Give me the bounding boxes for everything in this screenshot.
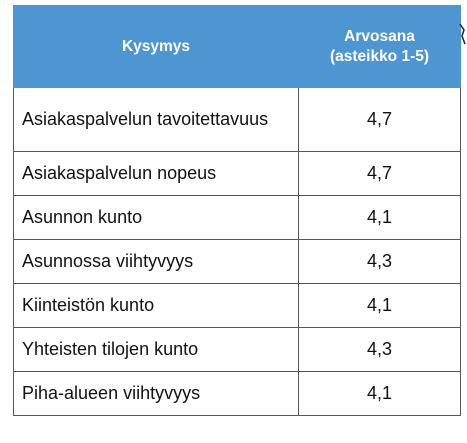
table-row: Piha-alueen viihtyvyys 4,1	[13, 371, 461, 416]
question-cell: Yhteisten tilojen kunto	[13, 327, 299, 372]
question-cell: Piha-alueen viihtyvyys	[13, 371, 299, 416]
table-row: Asunnon kunto 4,1	[13, 195, 461, 240]
rating-cell: 4,7	[298, 151, 461, 196]
rating-cell: 4,1	[298, 195, 461, 240]
question-cell: Asiakaspalvelun nopeus	[13, 151, 299, 196]
question-cell: Asunnon kunto	[13, 195, 299, 240]
table-row: Yhteisten tilojen kunto 4,3	[13, 327, 461, 372]
header-rating-scale: (asteikko 1-5)	[329, 47, 430, 65]
question-cell: Kiinteistön kunto	[13, 283, 299, 328]
rating-cell: 4,1	[298, 371, 461, 416]
rating-cell: 4,3	[298, 239, 461, 284]
table-row: Asunnossa viihtyvyys 4,3	[13, 239, 461, 284]
header-rating: Arvosana (asteikko 1-5)	[298, 5, 461, 88]
rating-table: Kysymys Arvosana (asteikko 1-5) Asiakasp…	[13, 5, 461, 416]
rating-cell: 4,3	[298, 327, 461, 372]
rating-cell: 4,1	[298, 283, 461, 328]
question-cell: Asiakaspalvelun tavoitettavuus	[13, 87, 299, 152]
edge-decoration	[459, 23, 466, 45]
table-row: Asiakaspalvelun nopeus 4,7	[13, 151, 461, 196]
header-rating-title: Arvosana	[344, 27, 415, 45]
table-row: Asiakaspalvelun tavoitettavuus 4,7	[13, 87, 461, 152]
table-row: Kiinteistön kunto 4,1	[13, 283, 461, 328]
table-header-row: Kysymys Arvosana (asteikko 1-5)	[13, 5, 461, 88]
header-question: Kysymys	[13, 5, 299, 88]
question-cell: Asunnossa viihtyvyys	[13, 239, 299, 284]
rating-cell: 4,7	[298, 87, 461, 152]
